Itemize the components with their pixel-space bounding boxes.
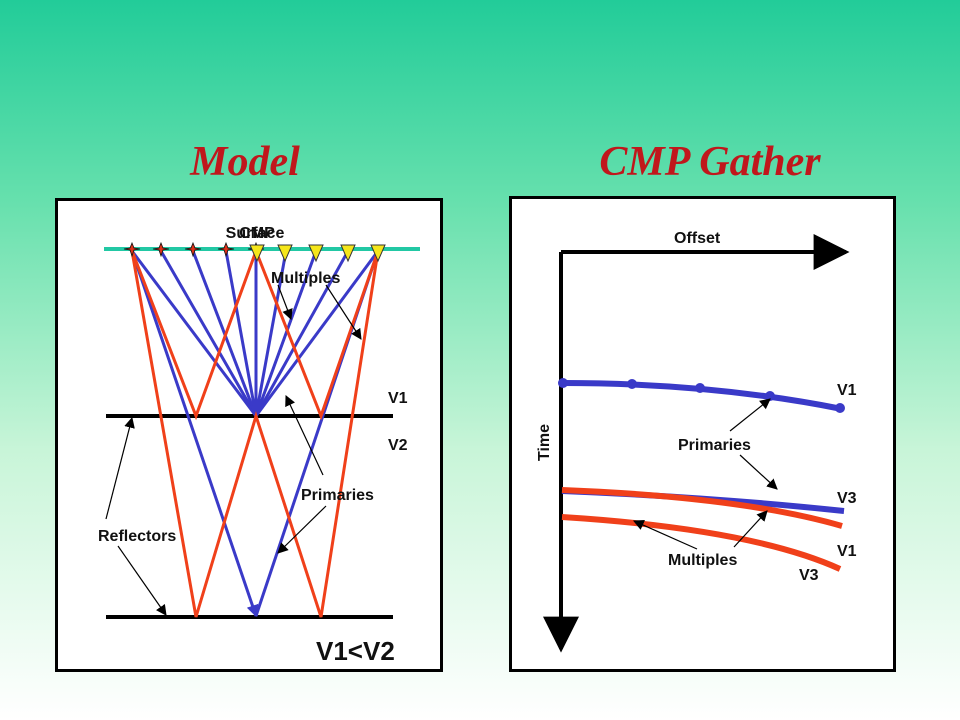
cmp-gather-title: CMP Gather <box>599 139 821 185</box>
multiples-arrow-left <box>633 520 698 550</box>
primaries-arrow-down <box>277 505 327 554</box>
time-label: Time <box>536 424 553 461</box>
primaries-arrow-up <box>729 398 771 432</box>
primaries-arrow-down <box>739 454 778 490</box>
velocity-relation: V1<V2 <box>316 636 395 666</box>
multiples-arrow-right <box>733 510 768 548</box>
gather-panel: Offset Time Primaries Multiples V1 V3 V1… <box>509 196 896 672</box>
gather-diagram: Offset Time Primaries Multiples V1 V3 V1… <box>536 230 857 653</box>
multiples-arrow-left <box>277 284 293 321</box>
v3-primary-label: V3 <box>837 490 857 507</box>
offset-label: Offset <box>674 230 721 247</box>
cmp-label: CMP <box>239 225 275 242</box>
gather-primaries-label: Primaries <box>678 437 751 454</box>
v1-label: V1 <box>388 390 408 407</box>
model-diagram: Surface CMP Multiples V1 V2 Primaries Re… <box>98 225 420 666</box>
surface-label: Surface <box>226 225 285 242</box>
receiver-markers <box>249 244 386 263</box>
model-title: Model <box>190 139 300 185</box>
reflectors-arrow-up <box>105 416 135 520</box>
multiple-curve-v3 <box>561 514 842 572</box>
gather-multiples-label: Multiples <box>668 552 737 569</box>
primary-curve-v1 <box>561 380 843 412</box>
v1-multiple-label: V1 <box>837 543 857 560</box>
v2-label: V2 <box>388 437 408 454</box>
reflectors-label: Reflectors <box>98 528 176 545</box>
primaries-arrow-up <box>285 395 324 476</box>
reflectors-arrow-down <box>117 545 167 616</box>
multiples-arrow-right <box>325 284 362 340</box>
multiple-curve-v1 <box>561 487 843 529</box>
primaries-label: Primaries <box>301 487 374 504</box>
v1-primary-label: V1 <box>837 382 857 399</box>
primary-rays <box>130 250 380 618</box>
model-panel: Surface CMP Multiples V1 V2 Primaries Re… <box>55 198 443 672</box>
v3-multiple-label: V3 <box>799 567 819 584</box>
multiples-label: Multiples <box>271 270 340 287</box>
